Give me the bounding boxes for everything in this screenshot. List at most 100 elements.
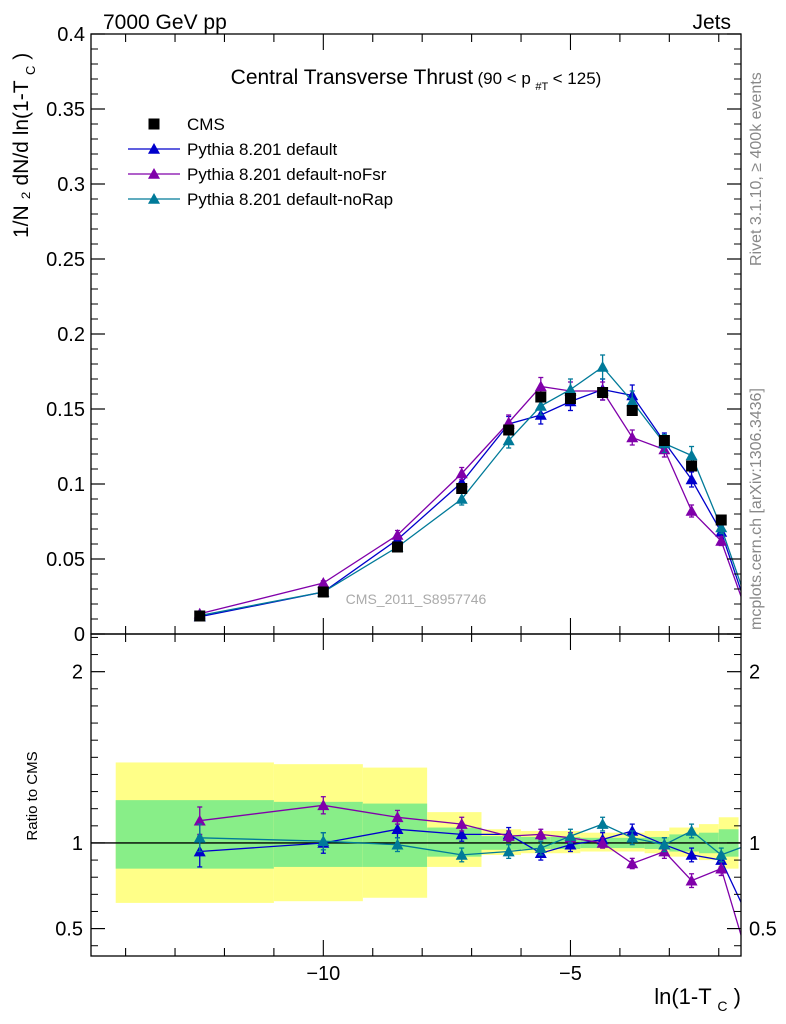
data-point-noRap (685, 824, 698, 836)
main-y-label: 1/N ₂ dN/d ln(1-T C ) (10, 53, 40, 238)
x-label: ln(1-T C ) (654, 984, 741, 1016)
data-point-noRap (455, 848, 468, 860)
ratio-tick-label-right: 0.5 (749, 919, 777, 941)
data-point-noRap (534, 842, 547, 853)
data-point-noFsr (317, 577, 330, 588)
ratio-tick-label-left: 1 (72, 833, 83, 855)
data-point-noRap (596, 818, 609, 829)
x-axis: −10 −5 (125, 34, 720, 985)
series-noRap (193, 816, 741, 863)
data-point-noFsr (455, 818, 468, 829)
data-point-noRap (564, 383, 577, 395)
y-tick-label: 0.2 (57, 324, 85, 346)
chart-title-group: Central Transverse Thrust (90 < p #T < 1… (231, 66, 602, 94)
legend-marker-default (148, 143, 160, 154)
data-point-noFsr (391, 811, 404, 823)
title-cut-sub: #T (535, 81, 548, 93)
ratio-band-green (273, 801, 363, 867)
rivet-label: Rivet 3.1.10, ≥ 400k events (748, 72, 765, 266)
data-point-cms (597, 387, 609, 398)
legend-entry-cms: CMS (148, 115, 225, 134)
data-point-noFsr (685, 505, 698, 516)
data-point-noFsr (715, 535, 728, 546)
data-point-default (391, 823, 404, 835)
data-point-noRap (658, 838, 671, 850)
data-point-noRap (455, 493, 468, 504)
data-point-cms (715, 514, 727, 526)
series-line-noRap (199, 366, 741, 617)
data-point-cms (686, 460, 698, 472)
data-point-cms (658, 435, 670, 446)
ratio-band-green (115, 800, 274, 869)
x-label-sub: C (717, 998, 727, 1014)
data-point-cms (626, 405, 638, 416)
mcplots-label: mcplots.cern.ch [arXiv:1306.3436] (748, 388, 765, 630)
data-point-noRap (317, 835, 330, 847)
ratio-y-label: Ratio to CMS (24, 751, 41, 840)
y-tick-label: 0.4 (57, 24, 85, 46)
legend: CMS Pythia 8.201 default Pythia 8.201 defa… (128, 115, 393, 209)
data-point-noFsr (455, 467, 468, 479)
watermark: CMS_2011_S8957746 (346, 591, 487, 607)
data-point-noRap (685, 449, 698, 461)
data-point-noFsr (715, 862, 728, 874)
data-point-noRap (626, 831, 639, 843)
data-point-noFsr (502, 830, 515, 841)
legend-label-noFsr: Pythia 8.201 default-noFsr (187, 165, 387, 184)
main-y-label-sub: C (23, 66, 38, 75)
series-noRap (193, 354, 741, 621)
data-point-noRap (596, 361, 609, 372)
y-tick-label: 0.05 (46, 549, 85, 571)
data-point-noRap (715, 521, 728, 533)
data-point-cms (456, 483, 468, 494)
title-cut-post: < 125) (553, 69, 602, 88)
header-right: Jets (692, 11, 731, 34)
y-tick-label: 0.3 (57, 174, 85, 196)
y-tick-label: 0.1 (57, 474, 85, 496)
data-point-noRap (502, 434, 515, 446)
data-point-noRap (534, 400, 547, 411)
data-point-cms (503, 424, 515, 436)
legend-marker-noFsr (148, 168, 160, 179)
ratio-band-green (362, 803, 428, 867)
chart-title: Central Transverse Thrust (231, 66, 474, 89)
data-point-noFsr (626, 431, 639, 443)
data-point-default (455, 828, 468, 840)
y-tick-label: 0.25 (46, 249, 85, 271)
y-tick-label: 0 (74, 624, 85, 646)
x-label-end: ) (734, 984, 741, 1009)
main-y-label-text: 1/N ₂ dN/d ln(1-T (10, 80, 33, 238)
data-point-noRap (564, 830, 577, 841)
legend-entry-noFsr: Pythia 8.201 default-noFsr (128, 165, 387, 184)
data-point-default (685, 473, 698, 485)
data-point-cms (194, 610, 206, 622)
data-point-cms (391, 541, 403, 553)
data-point-default (564, 838, 577, 850)
data-point-default (685, 848, 698, 860)
legend-marker-noRap (148, 193, 160, 204)
data-point-noFsr (685, 874, 698, 886)
series-cms (194, 387, 727, 622)
data-point-noRap (626, 395, 639, 407)
ratio-tick-label-left: 0.5 (55, 919, 83, 941)
y-tick-label: 0.35 (46, 99, 85, 121)
data-point-noFsr (534, 380, 547, 392)
data-point-noFsr (317, 799, 330, 811)
x-label-text: ln(1-T (654, 984, 711, 1009)
data-point-noFsr (391, 529, 404, 540)
data-point-noFsr (193, 814, 206, 826)
legend-entry-noRap: Pythia 8.201 default-noRap (128, 190, 393, 209)
data-point-noRap (391, 838, 404, 850)
legend-marker-cms (148, 118, 160, 130)
data-point-noRap (715, 848, 728, 860)
legend-label-default: Pythia 8.201 default (187, 140, 338, 159)
title-cut-pre: (90 < p (477, 69, 530, 88)
x-tick-label: −5 (559, 963, 582, 985)
legend-label-cms: CMS (187, 115, 225, 134)
ratio-series (193, 796, 741, 938)
ratio-bands (115, 762, 739, 903)
main-series (193, 354, 741, 622)
main-y-axis: 0 0.05 0.1 0.15 0.2 0.25 0.3 0.35 0.4 (46, 24, 741, 646)
ratio-frame (90, 633, 742, 957)
